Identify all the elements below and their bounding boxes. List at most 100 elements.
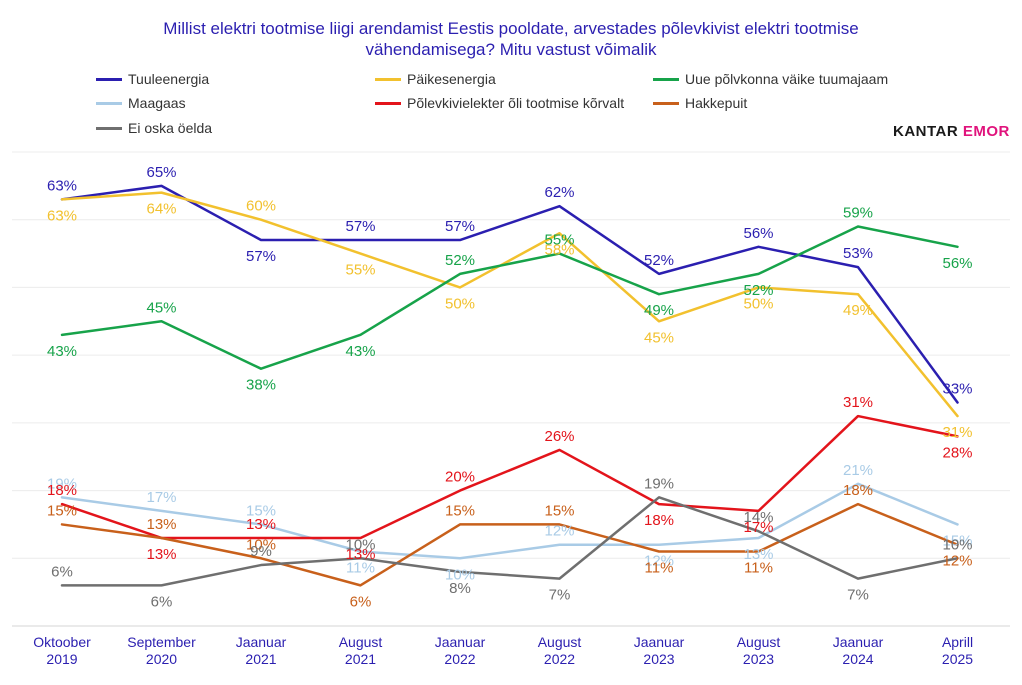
legend-label-tuuleenergia: Tuuleenergia (128, 71, 210, 87)
legend-label-maagaas: Maagaas (128, 95, 186, 111)
x-tick-label: Jaanuar 2024 (833, 634, 884, 667)
legend-label-paikesenergia: Päikesenergia (407, 71, 496, 87)
data-label-uue-polvkonna-vaike-tuumajaam: 55% (544, 232, 574, 249)
x-tick-label-line: Jaanuar (236, 634, 287, 650)
series-line-polevkivielekter-oli-tootmise-korvalt (60, 414, 959, 540)
x-tick-label-line: 2021 (345, 651, 376, 667)
data-label-tuuleenergia: 62% (544, 184, 574, 201)
data-label-uue-polvkonna-vaike-tuumajaam: 43% (47, 343, 77, 360)
data-label-ei-oska-oelda: 14% (743, 509, 773, 526)
legend-label-hakkepuit: Hakkepuit (685, 95, 748, 111)
data-label-paikesenergia: 49% (843, 302, 873, 319)
data-label-hakkepuit: 6% (350, 593, 372, 610)
data-label-uue-polvkonna-vaike-tuumajaam: 38% (246, 377, 276, 394)
data-label-paikesenergia: 55% (345, 262, 375, 279)
series-line-paikesenergia (60, 191, 959, 418)
chart-title-line-2: vähendamisega? Mitu vastust võimalik (365, 40, 657, 59)
x-tick-label-line: Oktoober (33, 634, 91, 650)
data-label-uue-polvkonna-vaike-tuumajaam: 49% (644, 302, 674, 319)
x-tick-label-line: August (339, 634, 383, 650)
x-tick-label: Jaanuar 2023 (634, 634, 685, 667)
data-label-maagaas: 13% (743, 546, 773, 563)
data-label-maagaas: 12% (644, 553, 674, 570)
data-label-tuuleenergia: 53% (843, 245, 873, 262)
data-label-ei-oska-oelda: 6% (151, 593, 173, 610)
legend-swatch-ei-oska-oelda (96, 127, 122, 130)
data-label-hakkepuit: 15% (544, 502, 574, 519)
data-label-ei-oska-oelda: 7% (549, 587, 571, 604)
data-label-ei-oska-oelda: 19% (644, 475, 674, 492)
x-tick-label-line: 2022 (544, 651, 575, 667)
data-label-polevkivielekter-oli-tootmise-korvalt: 31% (843, 394, 873, 411)
data-label-tuuleenergia: 57% (246, 248, 276, 265)
x-tick-label: Aprill 2025 (942, 634, 973, 667)
series-line-tuuleenergia (60, 184, 959, 404)
data-label-maagaas: 19% (47, 475, 77, 492)
legend-swatch-tuumajaam (653, 78, 679, 81)
data-label-maagaas: 10% (445, 566, 475, 583)
x-tick-label-line: Aprill (942, 634, 973, 650)
x-tick-label-line: Jaanuar (634, 634, 685, 650)
data-label-uue-polvkonna-vaike-tuumajaam: 59% (843, 204, 873, 221)
series-line-ei-oska-oelda (60, 496, 959, 587)
data-label-paikesenergia: 63% (47, 207, 77, 224)
data-label-hakkepuit: 15% (445, 502, 475, 519)
series-line-maagaas (60, 482, 959, 560)
x-tick-label-line: 2025 (942, 651, 973, 667)
data-label-hakkepuit: 18% (843, 482, 873, 499)
data-label-tuuleenergia: 65% (146, 164, 176, 181)
legend-label-ei-oska-oelda: Ei oska öelda (128, 120, 213, 136)
brand-logo: KANTAR EMOR (893, 123, 1010, 140)
legend-swatch-tuuleenergia (96, 78, 122, 81)
chart-title-line-1: Millist elektri tootmise liigi arendamis… (163, 19, 859, 38)
data-label-maagaas: 17% (146, 489, 176, 506)
data-label-hakkepuit: 12% (942, 553, 972, 570)
data-label-paikesenergia: 45% (644, 329, 674, 346)
x-tick-label-line: 2019 (46, 651, 77, 667)
x-tick-label-line: 2021 (245, 651, 276, 667)
data-label-paikesenergia: 31% (942, 424, 972, 441)
data-label-polevkivielekter-oli-tootmise-korvalt: 13% (246, 516, 276, 533)
x-tick-label: Jaanuar 2021 (236, 634, 287, 667)
legend-label-polevkivielekter: Põlevkivielekter õli tootmise kõrvalt (407, 95, 625, 111)
data-label-uue-polvkonna-vaike-tuumajaam: 45% (146, 299, 176, 316)
brand-logo-part-1: KANTAR (893, 123, 959, 140)
x-tick-label-line: August (737, 634, 781, 650)
data-label-maagaas: 11% (346, 560, 375, 577)
data-label-tuuleenergia: 57% (445, 218, 475, 235)
legend-swatch-paikesenergia (375, 78, 401, 81)
x-tick-label-line: Jaanuar (833, 634, 884, 650)
data-label-paikesenergia: 64% (146, 201, 176, 218)
x-tick-label-line: 2023 (643, 651, 674, 667)
data-label-tuuleenergia: 63% (47, 177, 77, 194)
x-tick-label-line: Jaanuar (435, 634, 486, 650)
data-label-ei-oska-oelda: 7% (847, 587, 869, 604)
brand-logo-part-2: EMOR (962, 123, 1010, 140)
x-tick-label: August 2022 (538, 634, 582, 667)
data-label-hakkepuit: 11% (645, 560, 674, 577)
data-label-hakkepuit: 11% (744, 560, 773, 577)
data-label-paikesenergia: 60% (246, 198, 276, 215)
data-label-uue-polvkonna-vaike-tuumajaam: 56% (942, 255, 972, 272)
data-label-ei-oska-oelda: 6% (51, 563, 73, 580)
data-label-maagaas: 21% (843, 462, 873, 479)
data-label-hakkepuit: 15% (47, 502, 77, 519)
series-line-hakkepuit (60, 502, 959, 587)
data-label-polevkivielekter-oli-tootmise-korvalt: 13% (345, 546, 375, 563)
legend-swatch-maagaas (96, 102, 122, 105)
data-label-polevkivielekter-oli-tootmise-korvalt: 17% (743, 519, 773, 536)
data-label-tuuleenergia: 52% (644, 252, 674, 269)
x-tick-label: August 2023 (737, 634, 781, 667)
data-label-uue-polvkonna-vaike-tuumajaam: 43% (345, 343, 375, 360)
data-label-paikesenergia: 58% (544, 241, 574, 258)
data-label-polevkivielekter-oli-tootmise-korvalt: 18% (644, 512, 674, 529)
x-tick-label: September 2020 (127, 634, 196, 667)
data-label-uue-polvkonna-vaike-tuumajaam: 52% (743, 282, 773, 299)
x-tick-label: August 2021 (339, 634, 383, 667)
legend-swatch-hakkepuit (653, 102, 679, 105)
data-label-paikesenergia: 50% (743, 295, 773, 312)
data-label-polevkivielekter-oli-tootmise-korvalt: 28% (942, 444, 972, 461)
legend-label-tuumajaam: Uue põlvkonna väike tuumajaam (685, 71, 889, 87)
data-label-uue-polvkonna-vaike-tuumajaam: 52% (445, 252, 475, 269)
